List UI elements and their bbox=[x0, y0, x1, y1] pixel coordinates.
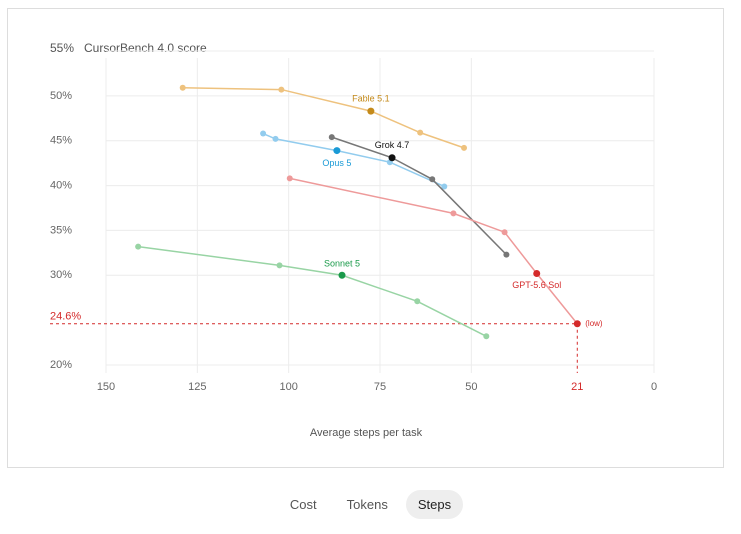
data-point bbox=[388, 154, 396, 162]
data-point bbox=[414, 298, 421, 305]
series-label: Grok 4.7 bbox=[375, 140, 410, 150]
series-line bbox=[289, 177, 578, 325]
data-point bbox=[501, 229, 508, 236]
data-point bbox=[272, 135, 279, 142]
tab[interactable]: Steps bbox=[405, 490, 464, 519]
tab-bar: Cost Tokens Steps bbox=[0, 490, 741, 519]
data-point bbox=[429, 176, 436, 183]
y-tick-label: 30% bbox=[50, 269, 72, 281]
x-tick-label: 150 bbox=[97, 381, 115, 393]
data-point bbox=[483, 333, 490, 340]
series-label: Opus 5 bbox=[322, 158, 351, 168]
tab[interactable]: Tokens bbox=[346, 497, 388, 512]
y-tick-label: 40% bbox=[50, 179, 72, 191]
data-point bbox=[276, 262, 283, 269]
series-line bbox=[138, 245, 487, 337]
data-point bbox=[135, 243, 142, 250]
data-point bbox=[328, 134, 335, 141]
x-tick-label: 125 bbox=[188, 381, 206, 393]
series-label: Fable 5.1 bbox=[352, 93, 390, 103]
series-label: GPT-5.6 Sol bbox=[512, 280, 561, 290]
data-point bbox=[533, 269, 541, 277]
y-tick-label: 50% bbox=[50, 90, 72, 102]
x-axis-title: Average steps per task bbox=[310, 427, 423, 439]
data-point bbox=[333, 147, 341, 155]
y-tick-label: 55% bbox=[50, 41, 74, 55]
x-tick-label: 100 bbox=[279, 381, 297, 393]
data-point bbox=[461, 144, 468, 151]
data-point bbox=[417, 129, 424, 136]
x-tick-label: 0 bbox=[651, 381, 657, 393]
series-line bbox=[331, 136, 507, 256]
tab[interactable]: Cost bbox=[289, 497, 317, 512]
x-tick-label: 21 bbox=[571, 381, 583, 393]
data-point bbox=[503, 251, 510, 258]
data-point bbox=[260, 130, 267, 137]
reference-annotation: (low) bbox=[585, 319, 603, 328]
data-point bbox=[278, 86, 285, 93]
reference-label: 24.6% bbox=[50, 311, 81, 323]
y-tick-label: 45% bbox=[50, 135, 72, 147]
data-point bbox=[441, 183, 448, 190]
series-line bbox=[182, 87, 465, 149]
y-tick-label: 35% bbox=[50, 224, 72, 236]
x-tick-label: 75 bbox=[374, 381, 386, 393]
data-point bbox=[450, 210, 457, 217]
data-point bbox=[286, 175, 293, 182]
y-axis-title: CursorBench 4.0 score bbox=[84, 41, 207, 55]
data-point bbox=[573, 320, 581, 328]
chart-frame bbox=[7, 8, 724, 468]
x-tick-label: 50 bbox=[465, 381, 477, 393]
data-point bbox=[338, 271, 346, 279]
data-point bbox=[179, 84, 186, 91]
y-tick-label: 20% bbox=[50, 359, 72, 371]
series-label: Sonnet 5 bbox=[324, 259, 360, 269]
data-point bbox=[367, 107, 375, 115]
